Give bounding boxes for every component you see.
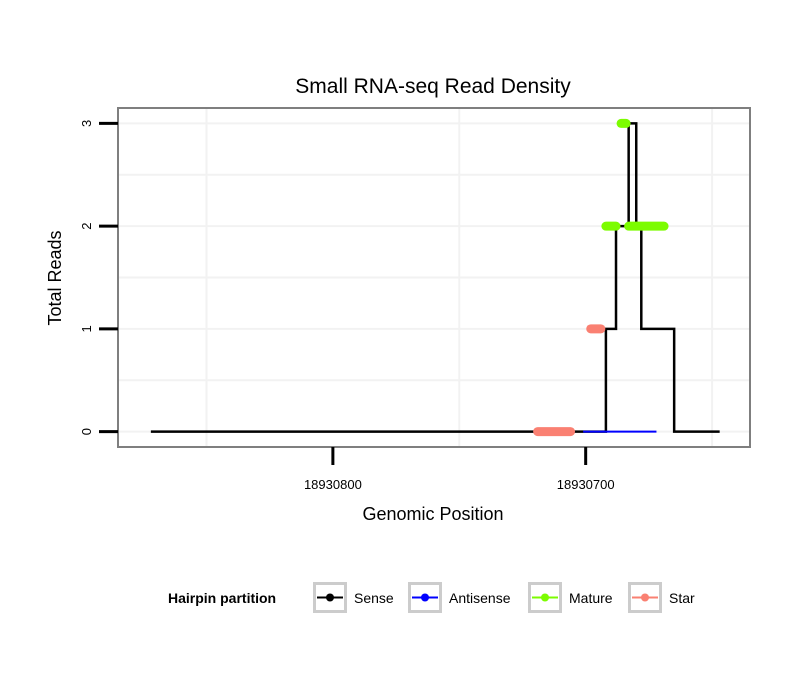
legend-key-point	[541, 593, 549, 602]
legend: Hairpin partition Sense Antisense Mature St…	[168, 582, 695, 613]
legend-item-label: Star	[669, 590, 695, 606]
x-tick-label: 18930700	[557, 477, 615, 492]
x-tick-label: 18930800	[304, 477, 362, 492]
plot-area	[150, 118, 720, 437]
y-tick-label: 2	[79, 223, 94, 230]
legend-item-sense: Sense	[313, 582, 394, 613]
panel-border	[117, 107, 751, 448]
legend-key-point	[641, 593, 649, 602]
y-tick-label: 1	[79, 325, 94, 332]
grid	[118, 108, 750, 447]
legend-item-antisense: Antisense	[408, 582, 511, 613]
legend-item-label: Sense	[354, 590, 394, 606]
legend-item-star: Star	[628, 582, 695, 613]
y-tick-label: 3	[79, 120, 94, 127]
x-axis-label: Genomic Position	[362, 504, 503, 524]
legend-item-label: Antisense	[449, 590, 511, 606]
x-axis: 18930800 18930700	[304, 447, 615, 492]
y-axis: 0 1 2 3	[79, 120, 118, 435]
chart-title: Small RNA-seq Read Density	[295, 75, 571, 98]
sense-line	[150, 122, 720, 433]
legend-title: Hairpin partition	[168, 590, 276, 606]
legend-item-label: Mature	[569, 590, 613, 606]
legend-item-mature: Mature	[528, 582, 613, 613]
y-axis-label: Total Reads	[45, 230, 65, 325]
legend-key-point	[326, 593, 334, 602]
y-tick-label: 0	[79, 428, 94, 435]
legend-key-point	[421, 593, 429, 602]
